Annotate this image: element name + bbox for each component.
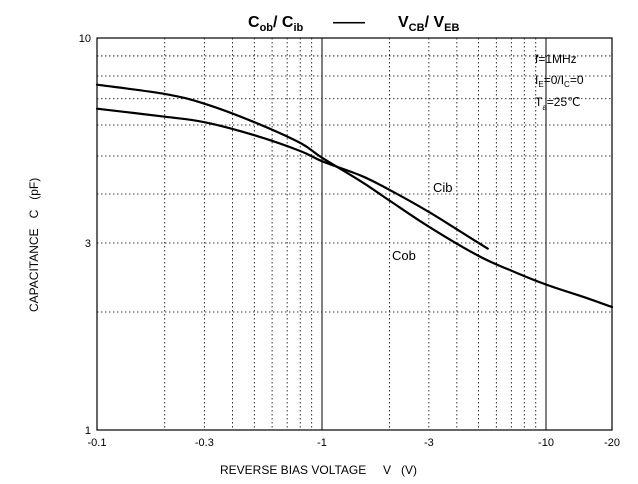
plot-frame <box>96 37 613 431</box>
series-layer <box>95 83 614 309</box>
title-cib-sub: ib <box>293 22 303 34</box>
title-dash: —— <box>333 14 365 31</box>
y-tick-label: 10 <box>79 33 91 45</box>
x-axis-title: REVERSE BIAS VOLTAGE V (V) <box>220 463 417 477</box>
x-tick-label: -10 <box>538 437 554 449</box>
title-cib: C <box>282 14 294 31</box>
x-tick-label: -1 <box>317 437 327 449</box>
condition-temperature: Ta=25℃ <box>535 95 581 112</box>
title-slash-1: / <box>273 14 282 31</box>
conditions-note: f=1MHz IE=0/IC=0 Ta=25℃ <box>535 52 584 112</box>
condition-frequency: f=1MHz <box>535 52 577 66</box>
y-tick-label: 1 <box>85 425 91 437</box>
title-veb: V <box>433 14 444 31</box>
y-tick-label: 3 <box>85 238 91 250</box>
series-label-cob: Cob <box>392 248 416 263</box>
tick-labels: -0.1 -0.3 -1 -3 -10 -20 1 3 10 <box>79 33 620 449</box>
series-line-cib <box>95 107 489 250</box>
series-label-cib: Cib <box>433 180 453 195</box>
x-tick-label: -0.1 <box>88 437 107 449</box>
series-line-cob <box>95 83 614 309</box>
title-vcb: V <box>398 14 409 31</box>
x-tick-label: -20 <box>604 437 620 449</box>
chart-title-voltage: VCB/ VEB <box>398 14 459 34</box>
title-veb-sub: EB <box>444 22 459 34</box>
title-slash-2: / <box>425 14 434 31</box>
title-vcb-sub: CB <box>409 22 425 34</box>
title-cob: C <box>248 14 260 31</box>
title-cob-sub: ob <box>260 22 274 34</box>
condition-currents: IE=0/IC=0 <box>535 73 584 89</box>
grid <box>97 38 612 430</box>
x-tick-label: -0.3 <box>195 437 214 449</box>
x-tick-label: -3 <box>424 437 434 449</box>
y-axis-title: CAPACITANCE C (pF) <box>27 178 41 312</box>
chart-title: Cob/ Cib <box>248 14 304 34</box>
